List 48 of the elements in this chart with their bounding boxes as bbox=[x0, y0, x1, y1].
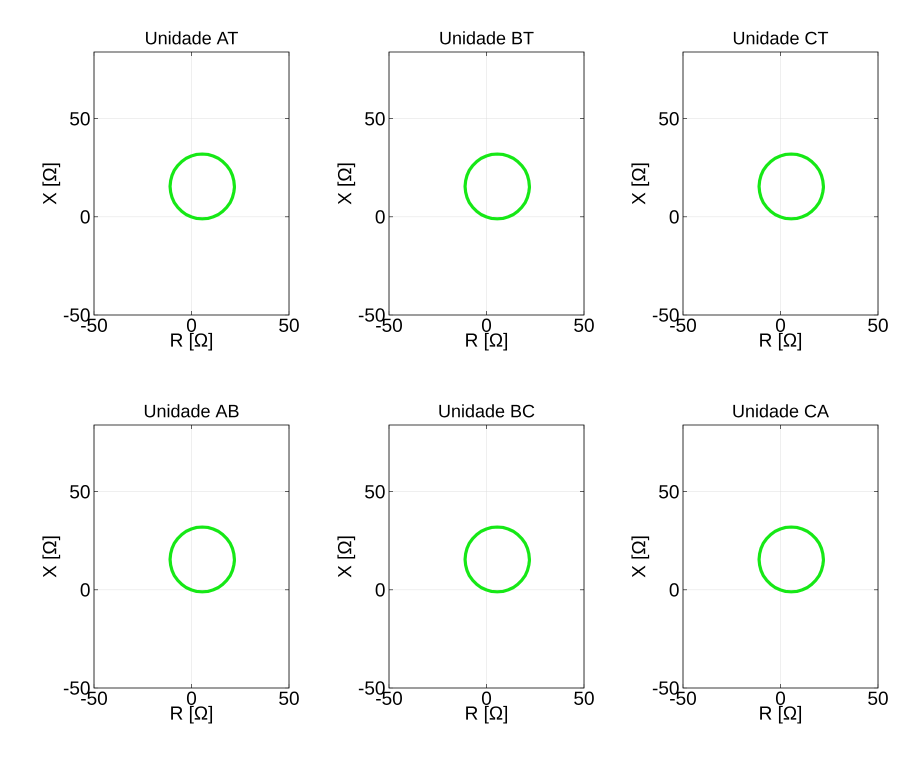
x-axis-title: R [Ω] bbox=[760, 706, 802, 724]
y-axis-title: X [Ω] bbox=[631, 163, 650, 204]
y-tick-label: 0 bbox=[80, 210, 90, 224]
y-tick-label: 50 bbox=[365, 112, 385, 126]
x-tick-label: 50 bbox=[868, 692, 888, 705]
y-tick-label: 50 bbox=[659, 112, 679, 126]
x-tick-label: 0 bbox=[776, 318, 786, 332]
y-tick-label: 0 bbox=[376, 583, 385, 597]
y-tick-label: 50 bbox=[70, 112, 90, 126]
line-series bbox=[463, 525, 532, 594]
chart-title: Unidade AB bbox=[144, 404, 239, 418]
x-tick-label: 50 bbox=[574, 692, 594, 705]
x-tick-label: 0 bbox=[186, 318, 196, 332]
chart-title: Unidade CA bbox=[733, 404, 829, 418]
y-axis-title: X [Ω] bbox=[337, 163, 356, 204]
x-tick-label: 0 bbox=[186, 692, 196, 705]
line-series bbox=[757, 525, 826, 594]
y-tick-label: 50 bbox=[70, 484, 90, 498]
line-series bbox=[463, 152, 532, 220]
line-series bbox=[168, 525, 236, 594]
x-tick-label: 50 bbox=[868, 318, 888, 332]
y-tick-label: 50 bbox=[659, 484, 679, 498]
y-tick-label: 0 bbox=[670, 210, 679, 224]
chart-title: Unidade AT bbox=[146, 31, 238, 44]
x-tick-label: 50 bbox=[574, 318, 594, 332]
y-tick-label: 0 bbox=[80, 583, 90, 597]
chart-title: Unidade BT bbox=[440, 31, 534, 44]
chart-title: Unidade BC bbox=[439, 404, 534, 418]
y-tick-label: 50 bbox=[365, 484, 385, 498]
x-axis-title: R [Ω] bbox=[760, 332, 802, 351]
y-axis-title: X [Ω] bbox=[42, 536, 60, 578]
y-tick-label: 0 bbox=[670, 583, 679, 597]
line-series bbox=[168, 152, 236, 220]
y-axis-title: X [Ω] bbox=[337, 536, 356, 578]
y-axis-title: X [Ω] bbox=[42, 163, 60, 204]
y-tick-label: 0 bbox=[376, 210, 385, 224]
x-tick-label: 50 bbox=[279, 318, 299, 332]
x-tick-label: 0 bbox=[482, 692, 492, 705]
x-axis-title: R [Ω] bbox=[466, 332, 508, 351]
x-axis-title: R [Ω] bbox=[171, 332, 212, 351]
x-axis-title: R [Ω] bbox=[171, 706, 212, 724]
x-tick-label: 50 bbox=[279, 692, 299, 705]
x-tick-label: 0 bbox=[776, 692, 786, 705]
y-axis-title: X [Ω] bbox=[631, 536, 650, 578]
chart-title: Unidade CT bbox=[734, 31, 828, 44]
x-tick-label: 0 bbox=[482, 318, 492, 332]
x-axis-title: R [Ω] bbox=[466, 706, 508, 724]
line-series bbox=[757, 152, 826, 220]
